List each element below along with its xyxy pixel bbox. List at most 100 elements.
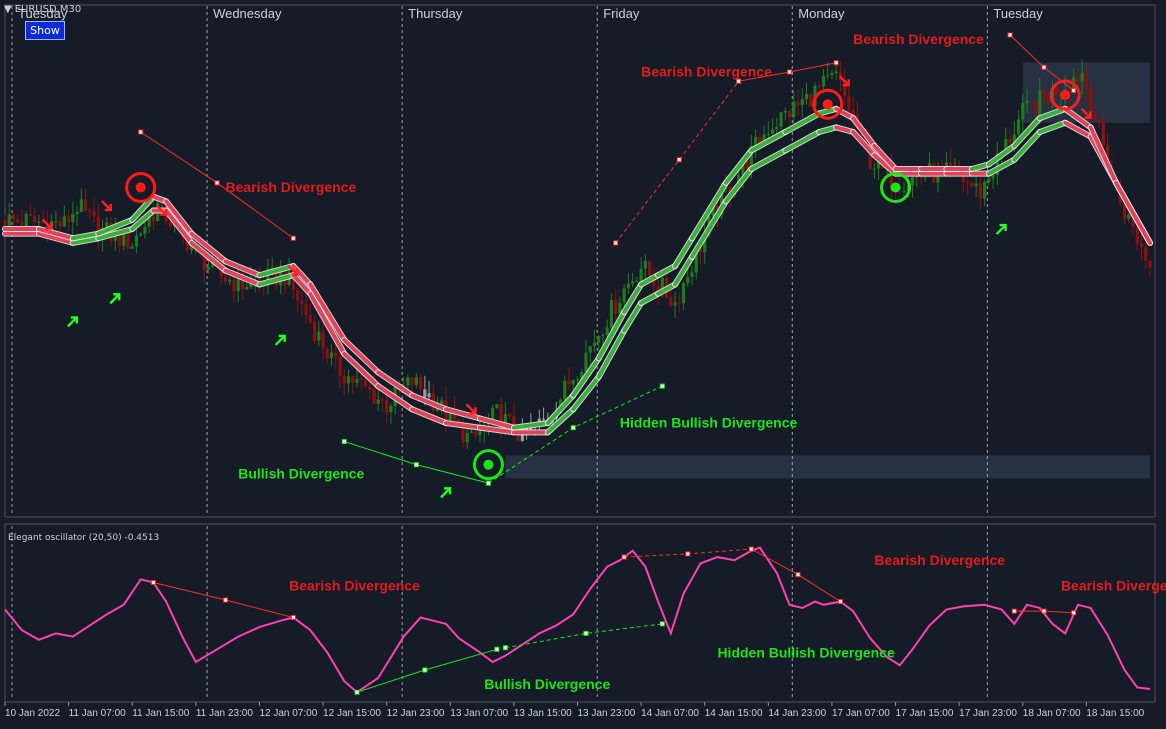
candle-body <box>274 267 279 286</box>
candle-body <box>168 221 172 227</box>
candle-body <box>652 276 656 287</box>
divergence-point-marker <box>413 462 419 468</box>
candle-body <box>372 389 376 404</box>
candle-body <box>804 93 809 100</box>
candle-body <box>567 380 571 385</box>
x-axis-tick-label: 13 Jan 07:00 <box>450 708 508 719</box>
divergence-point-marker <box>833 60 839 66</box>
candle-body <box>440 400 444 408</box>
candle-body <box>876 158 881 169</box>
candle-body <box>329 352 334 359</box>
ma-upper-line <box>130 194 156 222</box>
candle-body <box>499 404 503 429</box>
ma-upper-line <box>36 227 75 241</box>
oscillator-divergence-line-hidden_bullish <box>505 623 663 649</box>
divergence-point-marker <box>1071 87 1077 93</box>
ma-lower-line <box>308 291 347 356</box>
candle-body <box>92 211 96 217</box>
candle-body <box>741 159 745 176</box>
candle-body <box>1016 119 1021 135</box>
candle-body <box>321 331 325 349</box>
candle-body <box>79 199 83 212</box>
ma-lower-line <box>596 328 627 379</box>
candle-body <box>355 378 359 383</box>
arrow-up-icon <box>274 334 286 346</box>
ma-upper-line <box>1114 180 1152 245</box>
candle-body <box>826 75 830 77</box>
divergence-point-marker <box>1011 608 1017 614</box>
ma-upper-line <box>1088 125 1119 185</box>
candle-body <box>96 216 100 240</box>
candle-body <box>461 421 465 443</box>
ma-upper-line <box>986 143 1017 167</box>
candle-body <box>1093 113 1097 121</box>
candle-body <box>626 283 630 289</box>
candle-body <box>11 214 16 219</box>
divergence-point-marker <box>290 615 296 620</box>
show-button[interactable]: Show <box>25 21 65 40</box>
ma-upper-line <box>545 393 576 426</box>
ma-lower-line <box>444 421 482 430</box>
chevron-down-icon[interactable]: ▼ <box>4 4 12 15</box>
candle-body <box>139 233 143 236</box>
ma-lower-line <box>410 407 449 426</box>
x-axis-tick-label: 10 Jan 2022 <box>5 708 60 719</box>
x-axis-tick-label: 17 Jan 23:00 <box>959 708 1017 719</box>
candle-body <box>575 379 580 381</box>
ma-lower-line <box>164 208 194 245</box>
candle-body <box>206 266 211 270</box>
chart-title-bar: ▼ EURUSD,M30 <box>4 4 82 15</box>
arrow-down-icon <box>1080 107 1092 119</box>
candle-body <box>202 249 206 270</box>
ma-upper-line <box>749 130 788 153</box>
ma-upper-line <box>96 217 135 236</box>
bearish-signal-circle <box>812 88 844 120</box>
candle-body <box>465 432 469 443</box>
candle-body <box>62 216 66 227</box>
candle-body <box>474 431 478 436</box>
candle-body <box>67 216 71 222</box>
candle-body <box>105 222 109 228</box>
day-label: Friday <box>603 6 640 21</box>
divergence-point-marker <box>494 646 500 652</box>
candle-body <box>427 393 431 398</box>
divergence-point-marker <box>570 425 576 431</box>
candle-body <box>889 165 893 189</box>
ma-upper-line <box>1012 116 1042 148</box>
candle-body <box>681 283 686 304</box>
divergence-point-marker <box>748 546 754 552</box>
candle-body <box>1097 120 1101 122</box>
candle-body <box>1084 72 1088 89</box>
bullish-signal-circle <box>472 449 504 481</box>
candle-body <box>571 380 575 385</box>
oscillator-divergence-label-bearish: Bearish Divergence <box>289 577 420 593</box>
oscillator-pane-border <box>4 523 1156 703</box>
candle-body <box>33 215 37 223</box>
candle-body <box>342 376 346 384</box>
candle-body <box>868 144 872 169</box>
candle-body <box>605 327 609 336</box>
candle-body <box>843 79 847 96</box>
candle-body <box>1042 90 1046 98</box>
candle-body <box>1080 72 1084 82</box>
candle-body <box>647 260 652 277</box>
candle-body <box>995 153 999 176</box>
divergence-point-marker <box>1007 32 1013 38</box>
day-label: Tuesday <box>18 6 68 21</box>
candle-body <box>308 314 312 323</box>
candle-body <box>418 377 423 390</box>
x-axis-tick-label: 12 Jan 15:00 <box>323 708 381 719</box>
candle-body <box>37 221 41 223</box>
arrow-up-icon <box>109 293 121 305</box>
candle-body <box>143 226 147 234</box>
bullish-signal-circle <box>880 171 912 203</box>
symbol-label: EURUSD <box>14 4 57 15</box>
x-axis-tick-label: 13 Jan 23:00 <box>578 708 636 719</box>
candle-body <box>609 300 614 328</box>
oscillator-divergence-label-hidden_bullish: Hidden Bullish Divergence <box>717 644 895 660</box>
candle-body <box>1144 246 1148 261</box>
candle-body <box>457 419 461 422</box>
candle-body <box>970 182 974 187</box>
candle-body <box>491 407 495 421</box>
